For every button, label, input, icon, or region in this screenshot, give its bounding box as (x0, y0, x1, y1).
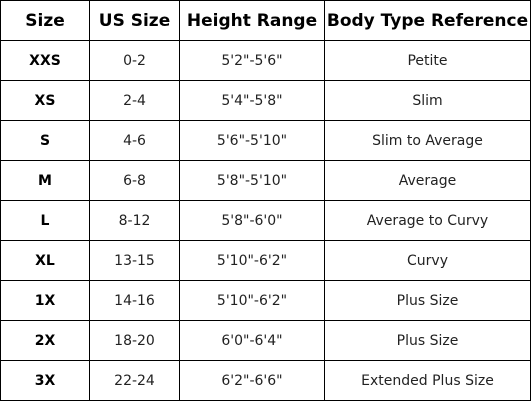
table-cell: Average (325, 161, 531, 201)
table-cell: 5'10"-6'2" (180, 281, 325, 321)
table-cell: 5'8"-6'0" (180, 201, 325, 241)
table-cell: XL (1, 241, 90, 281)
table-cell: 5'2"-5'6" (180, 41, 325, 81)
table-cell: M (1, 161, 90, 201)
table-cell: 13-15 (90, 241, 180, 281)
table-cell: Slim to Average (325, 121, 531, 161)
table-cell: XXS (1, 41, 90, 81)
table-cell: Curvy (325, 241, 531, 281)
table-cell: Extended Plus Size (325, 361, 531, 401)
table-cell: 6'2"-6'6" (180, 361, 325, 401)
table-cell: Plus Size (325, 321, 531, 361)
table-cell: 3X (1, 361, 90, 401)
table-cell: S (1, 121, 90, 161)
table-cell: Average to Curvy (325, 201, 531, 241)
header-cell: US Size (90, 1, 180, 41)
table-cell: Slim (325, 81, 531, 121)
table-cell: 22-24 (90, 361, 180, 401)
table-cell: 14-16 (90, 281, 180, 321)
table-cell: 1X (1, 281, 90, 321)
table-cell: L (1, 201, 90, 241)
table-cell: 0-2 (90, 41, 180, 81)
table-cell: 2-4 (90, 81, 180, 121)
table-cell: 5'10"-6'2" (180, 241, 325, 281)
table-cell: 6-8 (90, 161, 180, 201)
table-cell: 4-6 (90, 121, 180, 161)
table-cell: Plus Size (325, 281, 531, 321)
header-cell: Size (1, 1, 90, 41)
table-cell: 8-12 (90, 201, 180, 241)
table-cell: 6'0"-6'4" (180, 321, 325, 361)
table-cell: 5'6"-5'10" (180, 121, 325, 161)
table-cell: 18-20 (90, 321, 180, 361)
table-cell: 5'8"-5'10" (180, 161, 325, 201)
table-cell: XS (1, 81, 90, 121)
table-cell: 2X (1, 321, 90, 361)
table-cell: Petite (325, 41, 531, 81)
table-cell: 5'4"-5'8" (180, 81, 325, 121)
header-cell: Height Range (180, 1, 325, 41)
header-cell: Body Type Reference (325, 1, 531, 41)
